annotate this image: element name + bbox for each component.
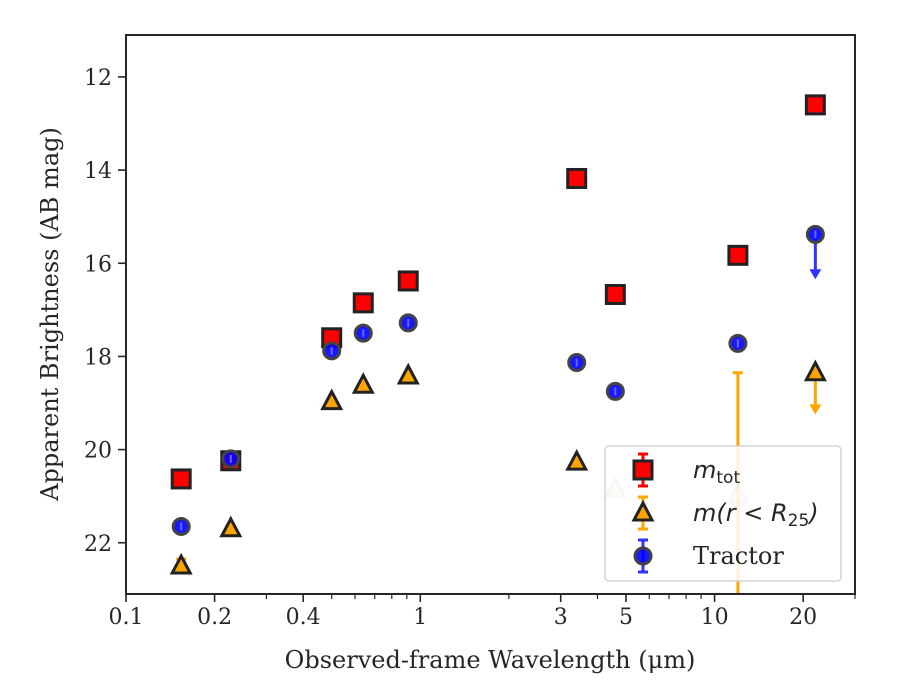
- y-axis-label: Apparent Brightness (AB mag): [36, 127, 64, 502]
- legend-entry-mtot: mtot: [632, 452, 740, 488]
- y-axis: 12 14 16 18 20 22: [84, 66, 126, 557]
- data-point: [169, 552, 193, 575]
- data-point: [397, 270, 419, 292]
- data-point: [727, 244, 749, 266]
- x-axis-label: Observed-frame Wavelength (μm): [285, 646, 696, 674]
- x-tick-label: 5: [619, 605, 633, 630]
- data-point: [803, 359, 827, 382]
- legend-entry-tractor: Tractor: [633, 538, 784, 574]
- y-tick-label: 16: [84, 252, 112, 277]
- y-tick-label: 20: [84, 439, 112, 464]
- x-tick-label: 1: [413, 605, 427, 630]
- upper-limit-arrow-head: [809, 269, 822, 280]
- legend-marker: [632, 459, 654, 481]
- legend-label: Tractor: [693, 542, 784, 570]
- legend-label: mtot: [693, 456, 740, 488]
- y-tick-label: 18: [84, 345, 112, 370]
- x-tick-label: 20: [789, 605, 817, 630]
- data-point: [170, 468, 192, 490]
- data-point: [804, 94, 826, 116]
- series-mtot: [170, 94, 826, 490]
- series-tractor: [171, 224, 825, 536]
- legend-marker: [633, 546, 653, 566]
- x-tick-label: 0.4: [286, 605, 321, 630]
- x-tick-label: 3: [554, 605, 568, 630]
- data-point: [565, 448, 589, 471]
- legend: mtot m(r < R25) Tractor: [604, 445, 842, 582]
- data-point: [320, 388, 344, 411]
- legend-marker: [631, 499, 655, 522]
- x-tick-label: 0.2: [197, 605, 232, 630]
- x-tick-label: 10: [701, 605, 729, 630]
- data-point: [352, 292, 374, 314]
- data-point: [566, 167, 588, 189]
- data-point: [219, 515, 243, 538]
- legend-entry-mr-r25: m(r < R25): [631, 495, 819, 531]
- legend-box: [604, 445, 842, 582]
- plot-frame: [125, 34, 856, 595]
- upper-limit-arrow-head: [809, 404, 822, 415]
- y-tick-label: 12: [84, 66, 112, 91]
- data-point: [604, 283, 626, 305]
- x-tick-label: 0.1: [109, 605, 144, 630]
- data-point: [396, 362, 420, 385]
- x-axis: 0.1 0.2 0.4 1 3 5 10 20: [109, 594, 856, 630]
- legend-label: m(r < R25): [693, 499, 819, 531]
- data-point: [351, 372, 375, 394]
- y-tick-label: 22: [84, 532, 112, 557]
- y-tick-label: 14: [84, 159, 112, 184]
